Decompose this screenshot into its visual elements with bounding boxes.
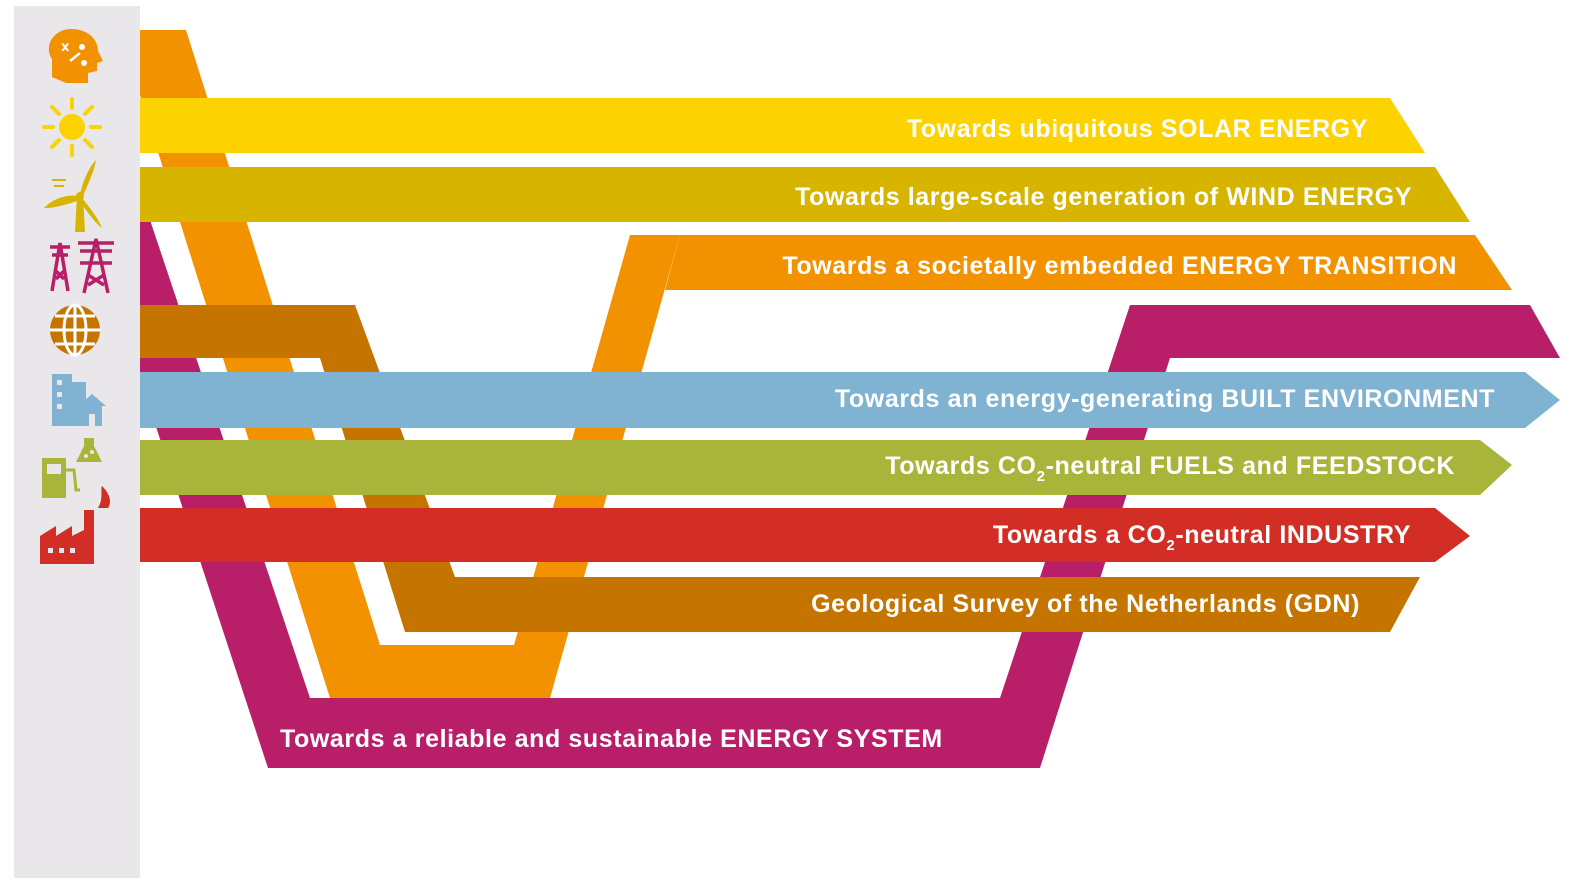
fuels-label-sub: 2 [1037,468,1046,485]
industry-label: Towards a CO2-neutral INDUSTRY [993,521,1411,554]
gdn-label: Geological Survey of the Netherlands (GD… [811,590,1360,618]
globe-icon [50,303,100,357]
system-label: Towards a reliable and sustainable ENERG… [280,725,943,753]
head-strategy-icon: x [48,29,103,83]
transition-stem-band [140,30,680,698]
industry-label-post: -neutral INDUSTRY [1175,521,1411,549]
built-band [140,372,1560,428]
solar-band [140,98,1425,153]
transition-label: Towards a societally embedded ENERGY TRA… [782,252,1457,280]
icon-sidebar [14,6,140,878]
industry-label-sub: 2 [1166,537,1175,554]
solar-label: Towards ubiquitous SOLAR ENERGY [907,115,1368,143]
svg-text:x: x [61,40,70,55]
fuels-band [140,440,1512,495]
built-label: Towards an energy-generating BUILT ENVIR… [835,385,1495,413]
fuels-label-post: -neutral FUELS and FEEDSTOCK [1046,452,1455,480]
industry-label-pre: Towards a CO [993,521,1166,549]
wind-turbine-icon [44,160,102,232]
buildings-house-icon [52,374,106,426]
fuels-label-pre: Towards CO [885,452,1036,480]
wind-band [140,167,1470,222]
power-pylon-icon [50,238,114,294]
fuel-pump-flask-icon [42,438,102,498]
sun-icon [42,97,102,157]
system-stem-band [140,220,1560,768]
fuels-label: Towards CO2-neutral FUELS and FEEDSTOCK [885,452,1455,485]
industry-band [140,508,1470,562]
transition-band [665,235,1512,290]
wind-label: Towards large-scale generation of WIND E… [795,183,1412,211]
factory-flame-icon [40,486,110,564]
